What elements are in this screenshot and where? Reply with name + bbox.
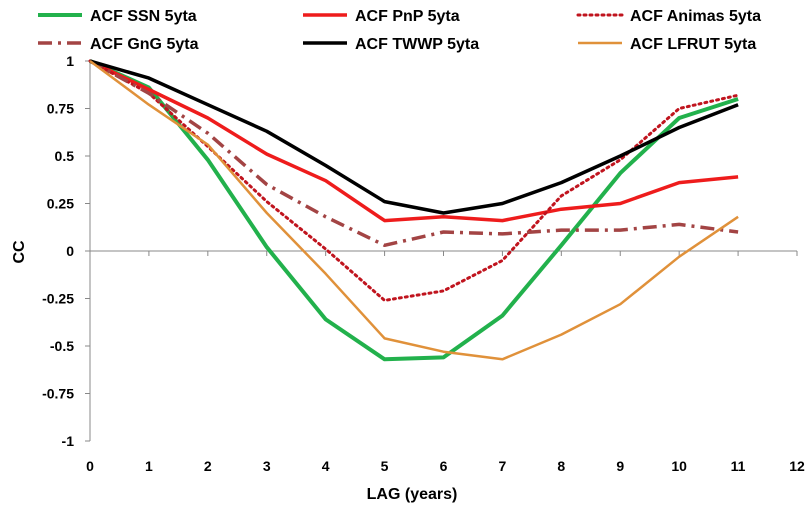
y-tick-label: -1 [62, 433, 75, 449]
y-axis-tick-labels: 1 0.75 0.5 0.25 0 -0.25 -0.5 -0.75 -1 [42, 53, 74, 449]
legend-label-5: ACF TWWP 5yta [355, 36, 479, 53]
y-tick-label: 0.5 [55, 148, 75, 164]
legend-label-6: ACF LFRUT 5yta [630, 36, 756, 53]
x-tick-label: 1 [145, 458, 153, 474]
x-tick-label: 8 [557, 458, 565, 474]
series-line-2 [89, 59, 739, 223]
x-tick-label: 10 [671, 458, 687, 474]
series-line-1 [89, 59, 739, 362]
x-tick-label: 2 [204, 458, 212, 474]
x-tick-label: 7 [499, 458, 507, 474]
legend-label-1: ACF SSN 5yta [90, 8, 197, 25]
y-tick-label: -0.75 [42, 386, 74, 402]
y-tick-label: -0.5 [50, 338, 74, 354]
x-tick-label: 12 [789, 458, 805, 474]
x-tick-label: 3 [263, 458, 271, 474]
y-tick-label: 1 [66, 53, 74, 69]
legend-label-4: ACF GnG 5yta [90, 36, 199, 53]
y-axis-title: CC [11, 240, 28, 264]
legend-label-2: ACF PnP 5yta [355, 8, 460, 25]
x-tick-label: 6 [440, 458, 448, 474]
x-axis-tick-labels: 0 1 2 3 4 5 6 7 8 9 10 11 12 [86, 458, 805, 474]
y-tick-label: 0 [66, 243, 74, 259]
series-line-6 [89, 59, 739, 361]
series-line-4 [89, 59, 739, 248]
x-tick-label: 0 [86, 458, 94, 474]
legend: ACF SSN 5yta ACF PnP 5yta ACF Animas 5yta A… [38, 8, 761, 53]
legend-label-3: ACF Animas 5yta [630, 8, 761, 25]
x-tick-label: 9 [616, 458, 624, 474]
y-tick-label: -0.25 [42, 291, 74, 307]
x-tick-label: 11 [731, 458, 746, 474]
y-tick-label: 0.25 [47, 196, 74, 212]
axes [85, 60, 798, 442]
series-line-5 [89, 59, 739, 215]
x-tick-label: 5 [381, 458, 389, 474]
series-lines [88, 59, 740, 362]
x-tick-label: 4 [322, 458, 330, 474]
x-axis-title: LAG (years) [367, 486, 458, 503]
y-tick-label: 0.75 [47, 101, 74, 117]
